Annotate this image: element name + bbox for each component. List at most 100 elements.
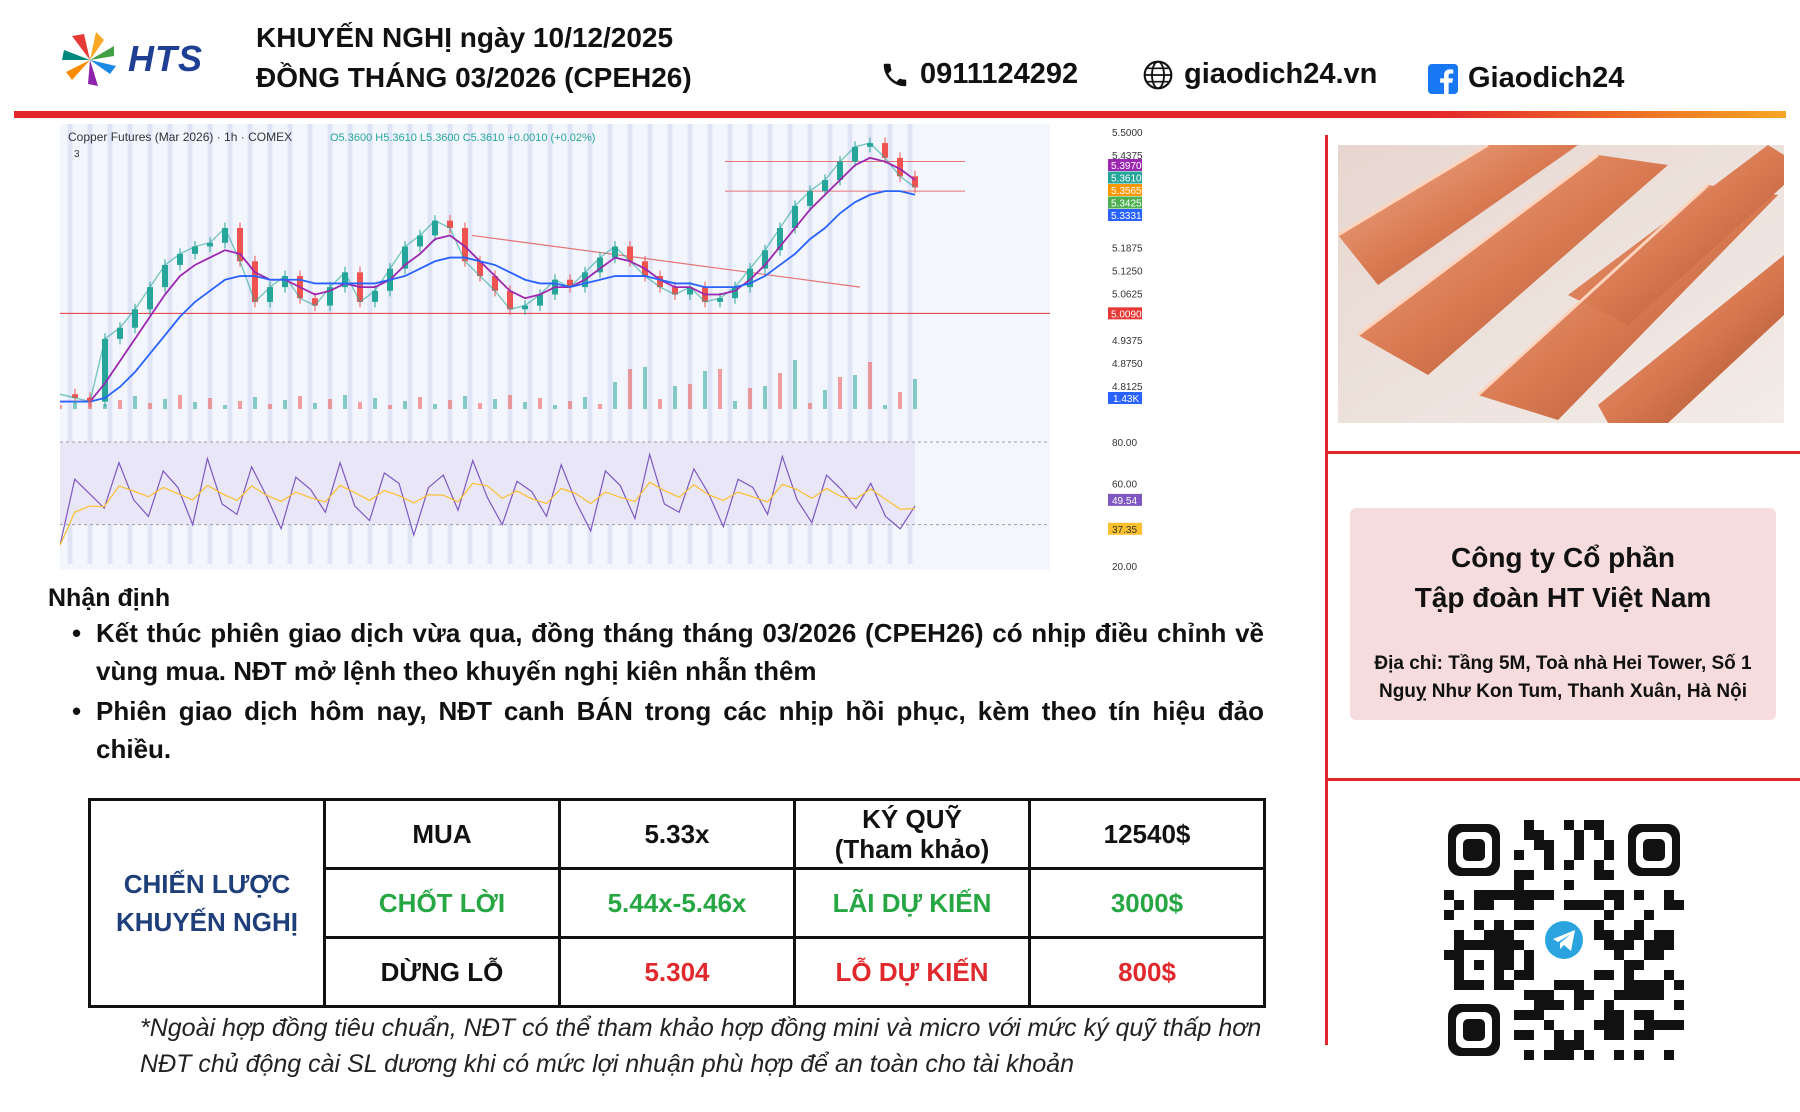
- qr-module: [1524, 890, 1534, 900]
- qr-module: [1594, 830, 1604, 840]
- qr-module: [1504, 890, 1514, 900]
- company-address-line1: Địa chỉ: Tầng 5M, Toà nhà Hei Tower, Số …: [1374, 653, 1752, 674]
- volume-bar: [88, 397, 92, 409]
- qr-module: [1514, 940, 1524, 950]
- price-tag-bg: [1108, 307, 1142, 320]
- facebook-text: Giaodich24: [1468, 62, 1625, 94]
- margin-value: 12540$: [1028, 798, 1266, 870]
- stop-loss-price: 5.304: [558, 936, 796, 1008]
- price-tag-bg: [1108, 159, 1142, 171]
- candle-body: [597, 257, 603, 273]
- volume-bar: [60, 405, 62, 409]
- qr-module: [1534, 990, 1544, 1000]
- qr-module: [1524, 1010, 1534, 1020]
- candle-body: [102, 338, 108, 402]
- volume-bar: [838, 377, 842, 409]
- qr-module: [1494, 930, 1504, 940]
- telegram-qr-code[interactable]: [1444, 820, 1684, 1060]
- qr-module: [1614, 1020, 1624, 1030]
- qr-module: [1644, 940, 1654, 950]
- qr-module: [1564, 1050, 1574, 1060]
- qr-module: [1594, 1020, 1604, 1030]
- candle-body: [837, 161, 843, 181]
- qr-module: [1514, 970, 1524, 980]
- volume-bar: [493, 399, 497, 409]
- candle-body: [612, 246, 618, 258]
- candle-body: [537, 294, 543, 306]
- volume-bar: [898, 392, 902, 409]
- candle-body: [567, 279, 573, 288]
- candle-body: [687, 287, 693, 295]
- price-tag-bg: [1108, 184, 1142, 196]
- bullet-dot: •: [72, 618, 82, 648]
- volume-bar: [568, 401, 572, 409]
- volume-bar: [328, 399, 332, 409]
- candle-body: [897, 157, 903, 177]
- qr-module: [1624, 930, 1634, 940]
- qr-module: [1624, 970, 1634, 980]
- candle-body: [447, 220, 453, 229]
- volume-bar: [583, 397, 587, 409]
- qr-module: [1544, 990, 1554, 1000]
- qr-module: [1484, 900, 1494, 910]
- qr-module: [1604, 1010, 1614, 1020]
- qr-module: [1624, 940, 1634, 950]
- qr-module: [1614, 1030, 1624, 1040]
- qr-module: [1654, 930, 1664, 940]
- qr-module: [1524, 970, 1534, 980]
- analysis-bullet-2: • Phiên giao dịch hôm nay, NĐT canh BÁN …: [72, 692, 1264, 768]
- qr-module: [1594, 860, 1604, 870]
- qr-module: [1674, 1000, 1684, 1010]
- company-name-line1: Công ty Cổ phần: [1451, 542, 1675, 573]
- candle-body: [522, 305, 528, 310]
- qr-module: [1454, 960, 1464, 970]
- chart-title: Copper Futures (Mar 2026) · 1h · COMEX: [68, 130, 292, 144]
- candle-body: [912, 176, 918, 188]
- volume-bar: [823, 390, 827, 409]
- qr-module: [1604, 1020, 1614, 1030]
- qr-module: [1604, 840, 1614, 850]
- copper-bars-image: [1338, 145, 1784, 423]
- qr-module: [1504, 940, 1514, 950]
- volume-bar: [598, 404, 602, 409]
- rsi-tag-label: 49.54: [1112, 496, 1137, 507]
- series-line-2: [60, 156, 916, 403]
- buy-label: MUA: [323, 798, 561, 870]
- qr-module: [1594, 820, 1604, 830]
- candle-body: [882, 143, 888, 158]
- website-link[interactable]: giaodich24.vn: [1142, 58, 1377, 91]
- qr-module: [1504, 980, 1514, 990]
- candle-body: [162, 264, 168, 288]
- qr-module: [1534, 1010, 1544, 1020]
- qr-module: [1604, 940, 1614, 950]
- qr-module: [1444, 950, 1454, 960]
- qr-module: [1484, 940, 1494, 950]
- expected-profit-value: 3000$: [1028, 867, 1266, 939]
- volume-bar: [913, 379, 917, 409]
- phone-contact[interactable]: 0911124292: [880, 58, 1078, 91]
- qr-module: [1504, 950, 1514, 960]
- candle-body: [177, 253, 183, 265]
- volume-bar: [628, 369, 632, 409]
- qr-module: [1534, 890, 1544, 900]
- candle-body: [72, 394, 78, 398]
- qr-module: [1594, 870, 1604, 880]
- facebook-link[interactable]: Giaodich24: [1428, 62, 1624, 95]
- strategy-label-line2: KHUYẾN NGHỊ: [115, 907, 298, 937]
- volume-bar: [238, 401, 242, 409]
- qr-module: [1474, 900, 1484, 910]
- chart-ohlc-readout: O5.3600 H5.3610 L5.3600 C5.3610 +0.0010 …: [330, 132, 595, 144]
- qr-module: [1644, 1030, 1654, 1040]
- qr-module: [1664, 890, 1674, 900]
- candle-body: [462, 228, 468, 262]
- volume-tag-label: 1.43K: [1113, 394, 1139, 405]
- qr-module: [1584, 1050, 1594, 1060]
- qr-finder-top-left: [1448, 824, 1500, 876]
- qr-module: [1664, 970, 1674, 980]
- volume-bar: [778, 373, 782, 409]
- candle-body: [822, 180, 828, 192]
- candle-body: [237, 228, 243, 262]
- qr-module: [1654, 980, 1664, 990]
- volume-bar: [703, 371, 707, 409]
- candle-body: [282, 276, 288, 288]
